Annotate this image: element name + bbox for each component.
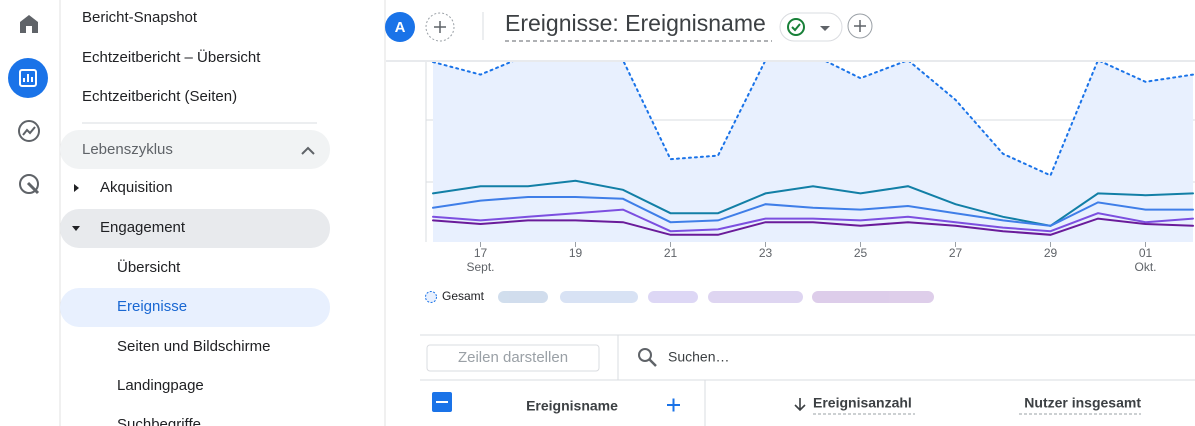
explore-glyph [22,126,36,136]
blurred-legend [498,291,934,303]
avatar[interactable] [385,12,415,42]
home-icon[interactable] [20,15,38,33]
nav-subitem[interactable]: Übersicht [117,258,181,276]
x-tick-label: 01 [1139,246,1153,260]
nav-subitem[interactable]: Landingpage [117,377,204,394]
status-chip[interactable] [779,12,843,42]
reports-glyph [19,69,37,87]
expand-icon[interactable] [74,184,79,192]
nav-section[interactable]: Akquisition [100,179,173,196]
column-header[interactable]: Nutzer insgesamt [1024,395,1141,411]
add-dimension[interactable] [667,398,680,412]
nav-item[interactable]: Bericht-Snapshot [82,9,198,26]
series-line [432,208,1194,233]
reports-bars [23,74,33,82]
ads-icon[interactable] [19,174,39,194]
nav-item[interactable]: Echtzeitbericht – Übersicht [82,48,261,66]
search-input[interactable]: Suchen… [668,349,729,365]
x-tick-label: 27 [949,246,963,260]
x-tick-label: 21 [664,246,678,260]
legend-label[interactable]: Gesamt [442,289,485,303]
check-icon [787,18,805,36]
x-tick-label: 23 [759,246,773,260]
avatar-letter[interactable]: A [395,19,406,36]
search-icon-handle [648,358,657,367]
sort-arrow[interactable] [794,398,806,412]
plus-glyph [434,21,446,33]
nav-subitem[interactable]: Suchbegriffe [117,416,201,426]
series-line [432,179,1194,227]
chart [426,60,1195,242]
x-tick-sublabel: Okt. [1134,260,1156,274]
column-header[interactable]: Ereignisanzahl [813,395,912,411]
search-icon[interactable] [638,348,652,362]
rows-button-label[interactable]: Zeilen darstellen [458,349,568,366]
x-tick-label: 29 [1044,246,1058,260]
x-tick-sublabel: Sept. [466,260,494,274]
x-tick-label: 25 [854,246,868,260]
nav-section[interactable]: Engagement [100,219,186,236]
selected-bg[interactable] [60,288,330,327]
group-label[interactable]: Lebenszyklus [82,141,173,158]
dropdown-arrow [820,26,830,31]
group-bg[interactable] [60,130,330,169]
x-tick-label: 17 [474,246,488,260]
series-line [432,217,1194,236]
nav-item[interactable]: Echtzeitbericht (Seiten) [82,88,237,105]
rows-button[interactable] [426,344,600,372]
section-bg[interactable] [60,209,330,248]
expand-icon[interactable] [72,226,80,231]
nav-subitem[interactable]: Ereignisse [117,298,187,315]
ads-glyph [26,181,40,195]
nav-subitem[interactable]: Seiten und Bildschirme [117,338,270,355]
plus-glyph [854,20,866,32]
check-glyph [791,23,801,32]
collapse-icon[interactable] [301,146,315,155]
explore-icon[interactable] [18,120,40,142]
page-title: Ereignisse: Ereignisname [505,10,766,36]
series-area [433,60,1193,242]
series-line [432,196,1194,227]
legend-swatch[interactable] [425,291,437,303]
column-header[interactable]: Ereignisname [526,398,618,414]
x-tick-label: 19 [569,246,583,260]
